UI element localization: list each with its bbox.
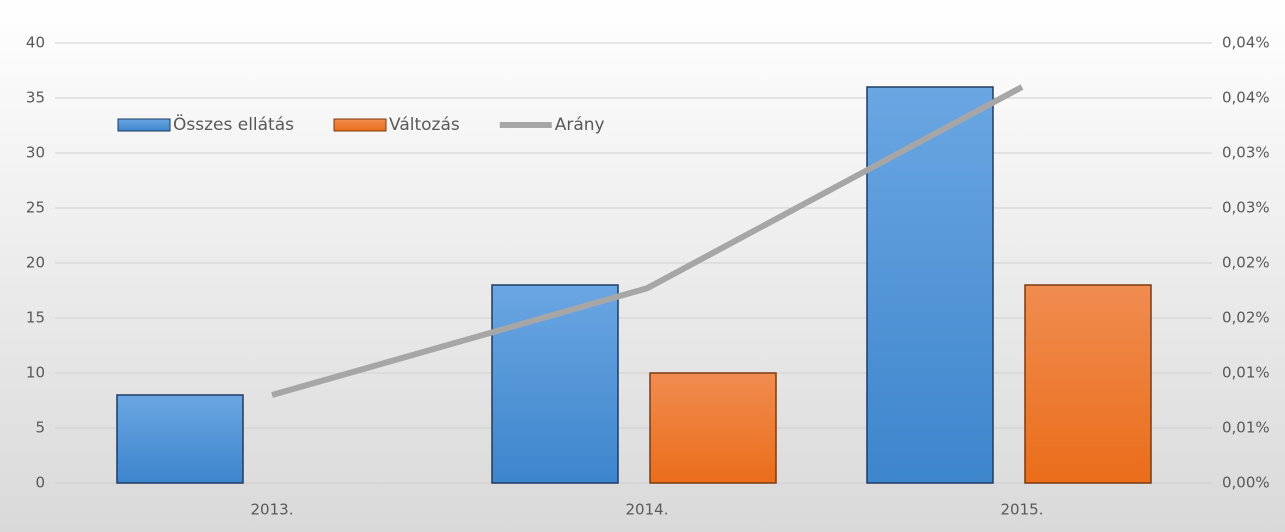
y2-tick-label: 0,03% — [1222, 144, 1270, 162]
line — [271, 84, 1024, 398]
y-tick-label: 5 — [35, 419, 45, 437]
x-tick-label: 2013. — [251, 501, 294, 519]
bar — [866, 86, 994, 484]
y-tick-label: 25 — [26, 199, 45, 217]
bar — [491, 284, 619, 484]
y-tick-label: 15 — [26, 309, 45, 327]
bar — [1024, 284, 1152, 484]
y-tick-label: 40 — [26, 34, 45, 52]
y2-tick-label: 0,03% — [1222, 199, 1270, 217]
y-tick-label: 10 — [26, 364, 45, 382]
legend-label: Arány — [555, 115, 605, 135]
bar — [649, 372, 777, 484]
y2-tick-label: 0,04% — [1222, 89, 1270, 107]
y2-tick-label: 0,00% — [1222, 474, 1270, 492]
y2-tick-label: 0,02% — [1222, 254, 1270, 272]
y-tick-label: 35 — [26, 89, 45, 107]
y-tick-label: 30 — [26, 144, 45, 162]
x-tick-label: 2014. — [626, 501, 669, 519]
y2-tick-label: 0,01% — [1222, 364, 1270, 382]
x-tick-label: 2015. — [1001, 501, 1044, 519]
legend-swatch — [117, 118, 171, 132]
legend-label: Változás — [389, 115, 460, 135]
y2-tick-label: 0,01% — [1222, 419, 1270, 437]
y-tick-label: 20 — [26, 254, 45, 272]
legend-swatch — [333, 118, 387, 132]
y2-tick-label: 0,02% — [1222, 309, 1270, 327]
legend-label: Összes ellátás — [173, 113, 294, 135]
y2-tick-label: 0,04% — [1222, 34, 1270, 52]
bar — [116, 394, 244, 484]
y-tick-label: 0 — [35, 474, 45, 492]
